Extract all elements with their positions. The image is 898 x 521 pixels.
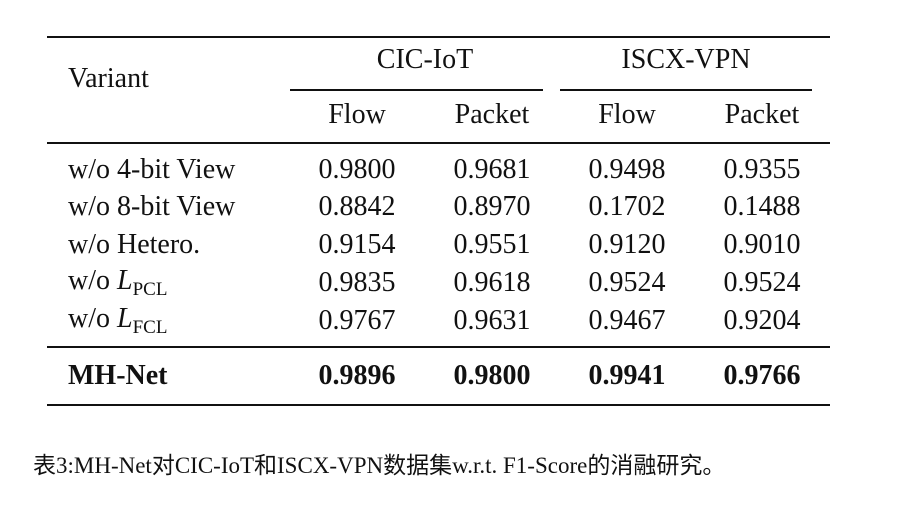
group-header: ISCX-VPN — [621, 44, 751, 75]
top-rule — [47, 36, 830, 38]
sub-header: Packet — [724, 99, 800, 130]
cell-value: 0.8842 — [318, 191, 396, 222]
cell-value: 0.9010 — [723, 229, 801, 260]
variant: w/o 8-bit View — [68, 191, 236, 222]
mid-rule — [47, 346, 830, 348]
cell-value: 0.9355 — [723, 154, 801, 185]
cell-value: 0.9120 — [588, 229, 666, 260]
cell-value: 0.9618 — [453, 267, 531, 298]
cell-value: 0.8970 — [453, 191, 531, 222]
bottom-rule — [47, 404, 830, 406]
cell-value: 0.9767 — [318, 305, 396, 336]
variant: w/o LPCL — [68, 265, 168, 300]
cell-value: 0.9835 — [318, 267, 396, 298]
cell-value: 0.9467 — [588, 305, 666, 336]
cell-value: 0.9551 — [453, 229, 531, 260]
cell-value-best: 0.9896 — [318, 360, 396, 391]
header-rule — [47, 142, 830, 144]
cell-value: 0.1488 — [723, 191, 801, 222]
group-rule — [290, 89, 543, 91]
cell-value: 0.9681 — [453, 154, 531, 185]
cell-value: 0.9524 — [588, 267, 666, 298]
caption: 表3:MH-Net对CIC-IoT和ISCX-VPN数据集w.r.t. F1-S… — [33, 453, 726, 478]
sub-header: Packet — [454, 99, 530, 130]
variant-prefix: w/o — [68, 303, 117, 334]
cell-value-best: 0.9941 — [588, 360, 666, 391]
cell-value-best: 0.9766 — [723, 360, 801, 391]
variant: w/o 4-bit View — [68, 154, 236, 185]
cell-value: 0.9524 — [723, 267, 801, 298]
variant: w/o Hetero. — [68, 229, 201, 260]
cell-value: 0.9154 — [318, 229, 396, 260]
cell-value: 0.9204 — [723, 305, 801, 336]
variant-subscript: FCL — [132, 317, 168, 338]
group-header: CIC-IoT — [376, 44, 474, 75]
sub-header: Flow — [598, 99, 656, 130]
variant-subscript: PCL — [132, 279, 168, 300]
cell-value: 0.9800 — [318, 154, 396, 185]
variant: w/o LFCL — [68, 303, 168, 338]
sub-header: Flow — [328, 99, 386, 130]
variant-symbol: L — [117, 265, 133, 296]
cell-value: 0.9631 — [453, 305, 531, 336]
cell-value: 0.1702 — [588, 191, 666, 222]
group-rule — [560, 89, 812, 91]
cell-value: 0.9498 — [588, 154, 666, 185]
variant-symbol: L — [117, 303, 133, 334]
header-variant: Variant — [68, 63, 149, 94]
cell-value-best: 0.9800 — [453, 360, 531, 391]
variant-prefix: w/o — [68, 265, 117, 296]
variant: MH-Net — [68, 360, 168, 391]
